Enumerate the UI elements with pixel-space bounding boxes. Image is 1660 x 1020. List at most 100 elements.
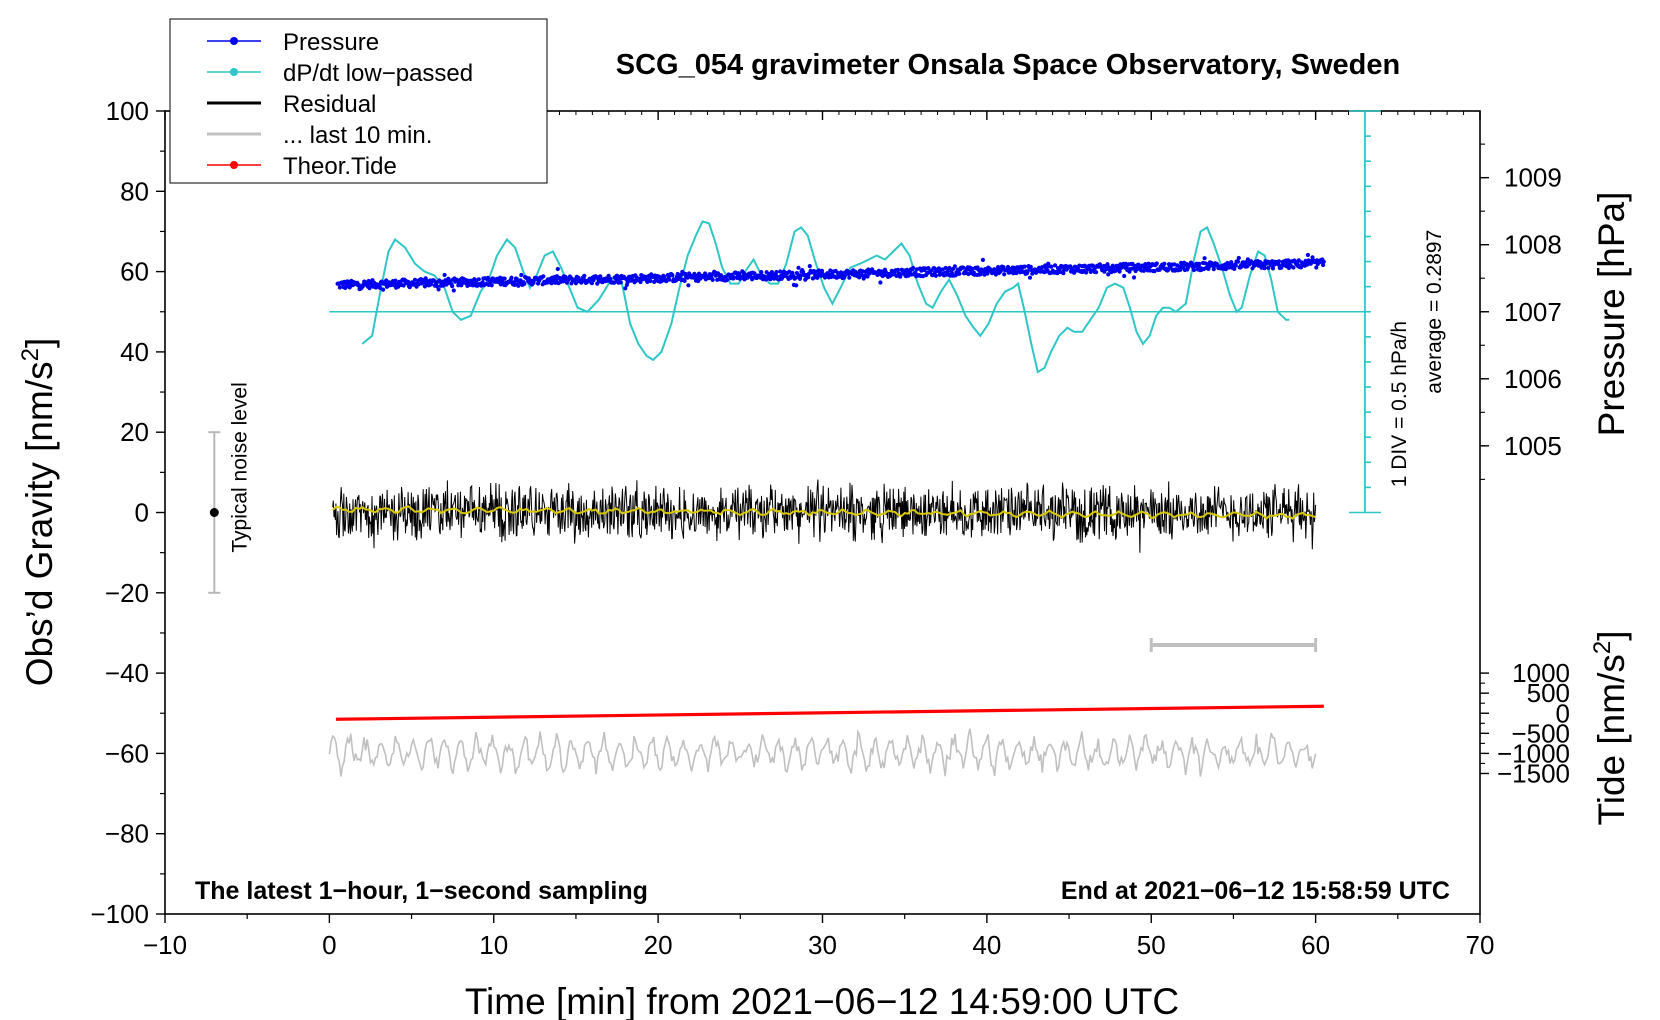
- pressure-point: [1262, 266, 1267, 271]
- x-tick-label: 30: [808, 930, 837, 960]
- pressure-point: [759, 270, 764, 275]
- tide-tick-label: 1000: [1512, 658, 1570, 688]
- pressure-point: [682, 278, 687, 283]
- dpdt-line: [361, 220, 1290, 374]
- pressure-point: [1229, 260, 1234, 265]
- pressure-point: [393, 278, 398, 283]
- x-tick-label: 0: [322, 930, 336, 960]
- pressure-point: [522, 281, 527, 286]
- pressure-point: [1162, 261, 1167, 266]
- pressure-point: [512, 282, 517, 287]
- series-layer: [328, 220, 1365, 777]
- noise-label: Typical noise level: [228, 382, 251, 552]
- pressure-point: [638, 279, 643, 285]
- y-tick-label: 40: [120, 337, 149, 367]
- pressure-point: [1094, 270, 1099, 275]
- pressure-tick-label: 1008: [1504, 230, 1562, 260]
- pressure-point: [1106, 272, 1111, 277]
- pressure-point: [618, 280, 623, 285]
- pressure-point: [952, 264, 958, 269]
- y-axis-gravity: −100 −80 −60 −40 −20 0 20 40 60 80 100: [90, 96, 165, 929]
- pressure-tick-label: 1009: [1504, 163, 1562, 193]
- pressure-point: [1296, 258, 1301, 263]
- legend-box: [169, 18, 548, 184]
- pressure-point: [589, 281, 595, 286]
- pressure-point: [1211, 267, 1216, 272]
- pressure-point: [502, 276, 507, 281]
- pressure-point: [1154, 261, 1159, 266]
- legend-marker: [230, 68, 238, 76]
- scale-label-1: 1 DIV = 0.5 hPa/h: [1388, 321, 1411, 487]
- pressure-point: [1270, 266, 1276, 271]
- y-tick-label: −60: [105, 738, 149, 768]
- footer-left-text: The latest 1−hour, 1−second sampling: [195, 877, 648, 905]
- y-tick-label: 20: [120, 417, 149, 447]
- pressure-point: [1291, 265, 1296, 270]
- pressure-tick-label: 1006: [1504, 364, 1562, 394]
- scale-label-2: average = 0.2897: [1423, 230, 1446, 394]
- tide-tick-label: −500: [1511, 718, 1570, 748]
- residual-smoothed-line: [332, 505, 1316, 520]
- pressure-point: [1314, 265, 1319, 270]
- y-tick-label: 0: [135, 498, 149, 528]
- pressure-point: [911, 265, 916, 270]
- x-tick-label: 40: [972, 930, 1001, 960]
- pressure-point: [878, 280, 883, 285]
- y-axis-label-tide-sup: 2: [1589, 641, 1616, 654]
- pressure-point: [957, 271, 962, 276]
- pressure-point: [710, 277, 715, 282]
- pressure-point: [1049, 264, 1054, 269]
- pressure-point: [1191, 267, 1197, 273]
- pressure-point: [1197, 261, 1202, 266]
- pressure-point: [582, 273, 587, 278]
- pressure-point: [648, 278, 653, 284]
- pressure-point: [401, 283, 406, 288]
- pressure-point: [381, 287, 386, 292]
- pressure-point: [961, 265, 966, 270]
- pressure-point: [1002, 272, 1007, 277]
- tide-tick-label: 500: [1527, 678, 1570, 708]
- legend-label: Pressure: [283, 29, 379, 56]
- y-axis-label-gravity: Obs’d Gravity [nm/s2]: [17, 338, 60, 687]
- legend-marker: [230, 37, 238, 45]
- footer-right-text: End at 2021−06−12 15:58:59 UTC: [1061, 877, 1450, 905]
- pressure-point: [985, 271, 990, 276]
- pressure-point: [1202, 256, 1207, 261]
- pressure-point: [1117, 269, 1122, 274]
- x-tick-label: 20: [644, 930, 673, 960]
- y-axis-label-pressure: Pressure [hPa]: [1591, 192, 1632, 437]
- last10-line: [328, 728, 1317, 777]
- pressure-point: [807, 264, 812, 269]
- noise-point: [209, 508, 219, 517]
- pressure-point: [337, 285, 342, 290]
- pressure-point: [778, 269, 783, 274]
- pressure-point: [670, 273, 675, 278]
- tide-line: [335, 704, 1324, 721]
- pressure-point: [623, 286, 628, 291]
- pressure-point: [1236, 255, 1241, 261]
- legend-label: Theor.Tide: [283, 153, 397, 180]
- pressure-point: [451, 288, 456, 293]
- pressure-point: [686, 283, 691, 288]
- pressure-point: [794, 283, 799, 288]
- y-tick-label: −100: [90, 899, 149, 929]
- pressure-point: [450, 284, 455, 289]
- pressure-point: [1022, 264, 1027, 269]
- pressure-point: [774, 270, 779, 275]
- pressure-point: [1143, 262, 1148, 267]
- y-tick-label: 100: [106, 96, 149, 126]
- pressure-point: [1025, 269, 1030, 274]
- tide-tick-label: −1000: [1497, 738, 1570, 768]
- pressure-point: [1266, 265, 1271, 270]
- tide-tick-label: −1500: [1497, 758, 1570, 788]
- pressure-point: [725, 277, 730, 282]
- x-tick-label: −10: [143, 930, 187, 960]
- pressure-point: [541, 274, 546, 279]
- pressure-point: [923, 266, 928, 271]
- pressure-point: [1321, 262, 1326, 268]
- pressure-point: [1053, 263, 1058, 268]
- pressure-point: [692, 271, 697, 276]
- pressure-point: [442, 272, 447, 278]
